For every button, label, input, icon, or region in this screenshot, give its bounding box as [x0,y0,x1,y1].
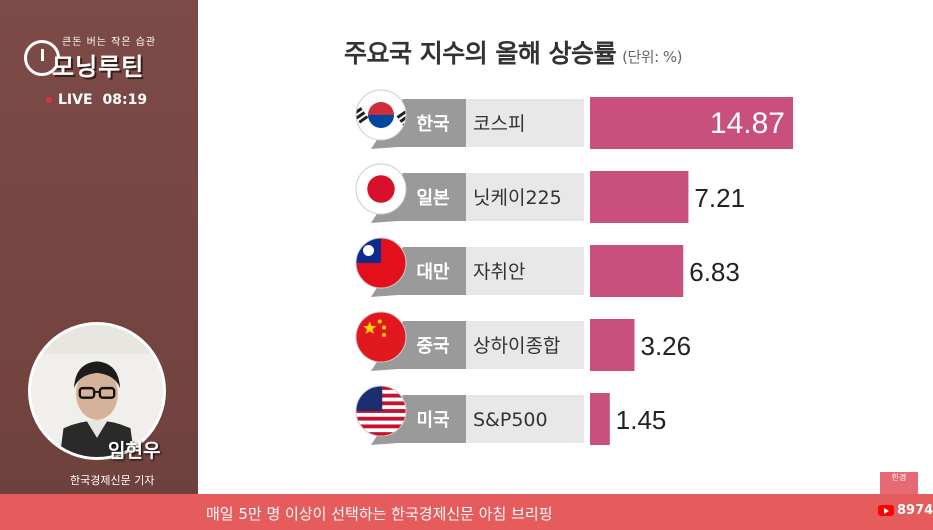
live-label: LIVE [58,92,93,108]
country-label: 한국 [416,114,449,135]
viewer-count: 8974 [878,503,933,518]
live-indicator: LIVE 08:19 [46,92,147,108]
value-label: 7.21 [694,183,745,213]
clock-icon [24,40,60,76]
chart-title: 주요국 지수의 올해 상승률 (단위: %) [344,39,683,68]
value-label: 6.83 [689,257,740,287]
country-label: 중국 [416,336,449,357]
chart-area: 주요국 지수의 올해 상승률 (단위: %) 한국 코스피 14.87 일본 닛케이225… [198,0,933,494]
show-logo: 모닝루틴 [52,53,145,81]
youtube-icon [878,505,894,516]
broadcaster-badge: 한경 [880,472,918,494]
china-flag-icon [355,311,407,363]
country-label-plate [371,173,466,223]
news-ticker: 매일 5만 명 이상이 선택하는 한국경제신문 아침 브리핑 [0,494,933,530]
taiwan-flag-icon [355,237,407,289]
korea-flag-icon [355,89,407,141]
country-label: 일본 [416,188,449,209]
japan-flag-icon [355,163,407,215]
viewer-count-value: 8974 [897,503,933,518]
value-label: 1.45 [616,405,667,435]
index-label-plate [466,99,584,147]
bar [590,97,793,149]
category-label: S&P500 [473,409,548,431]
reporter-name: 임현우 [108,440,161,462]
value-label: 3.26 [641,331,692,361]
country-label-plate [371,395,466,445]
index-label-plate [466,247,584,295]
country-label: 대만 [416,262,450,283]
chart-unit: (단위: %) [622,48,683,66]
category-label: 닛케이225 [473,187,562,209]
index-label-plate [466,395,584,443]
category-label: 자취안 [473,261,525,283]
country-label-plate [371,247,466,297]
live-dot-icon [46,97,52,103]
usa-flag-icon [355,385,407,437]
country-label-plate [371,321,466,371]
reporter-title: 한국경제신문 기자 [70,474,155,487]
bar [590,245,684,297]
value-label: 14.87 [710,107,785,140]
bar [590,393,610,445]
bar [590,319,635,371]
ticker-text: 매일 5만 명 이상이 선택하는 한국경제신문 아침 브리핑 [206,505,553,523]
index-label-plate [466,173,584,221]
left-panel: 큰돈 버는 작은 습관 모닝루틴 LIVE 08:19 임현우 한국경제신문 기… [0,0,198,494]
country-label-plate [371,99,466,149]
show-tagline: 큰돈 버는 작은 습관 [62,37,157,48]
category-label: 코스피 [473,113,525,135]
country-label: 미국 [416,410,449,431]
bar [590,171,689,223]
index-label-plate [466,321,584,369]
category-label: 상하이종합 [473,335,560,357]
bar-chart: 한국 코스피 14.87 일본 닛케이225 7.21 대만 자취안 6.83 중국 상하이종합 3.… [355,89,793,445]
live-time: 08:19 [102,92,148,108]
